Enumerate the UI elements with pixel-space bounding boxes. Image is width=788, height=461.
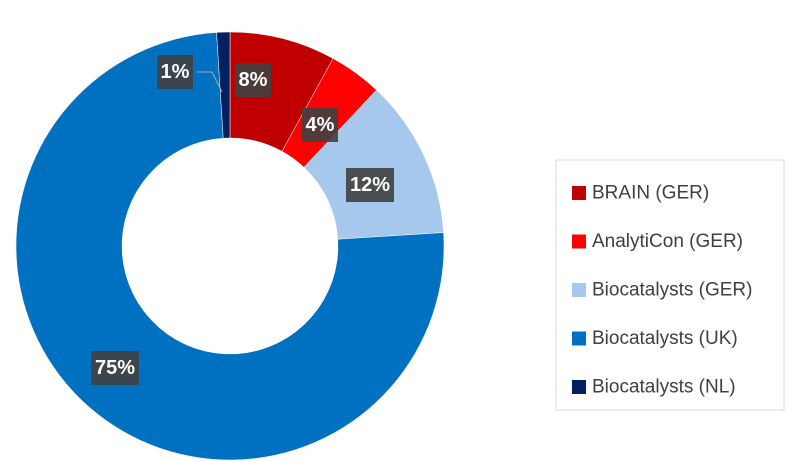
- donut-slice: [216, 31, 231, 139]
- leader-line: [197, 71, 223, 93]
- data-label-box: [346, 168, 394, 202]
- data-label-box: [91, 351, 139, 385]
- legend-label: Biocatalysts (GER): [592, 280, 752, 301]
- legend-swatch: [572, 331, 586, 346]
- data-label: 4%: [306, 114, 335, 136]
- data-label: 12%: [350, 174, 390, 196]
- data-label: 8%: [239, 69, 268, 91]
- data-label-box: [235, 63, 271, 97]
- legend-box: [555, 159, 785, 411]
- legend-label: Biocatalysts (UK): [592, 328, 738, 349]
- legend-swatch: [572, 380, 586, 394]
- data-label-box: [302, 108, 338, 142]
- legend-swatch: [572, 283, 586, 297]
- legend-label: BRAIN (GER): [592, 183, 709, 204]
- data-label-box: [157, 55, 193, 89]
- legend-swatch: [572, 186, 586, 200]
- legend-label: AnalytiCon (GER): [592, 231, 743, 252]
- legend-swatch: [572, 234, 586, 249]
- legend-label: Biocatalysts (NL): [592, 377, 736, 398]
- data-label: 75%: [95, 357, 135, 379]
- data-label: 1%: [161, 61, 190, 83]
